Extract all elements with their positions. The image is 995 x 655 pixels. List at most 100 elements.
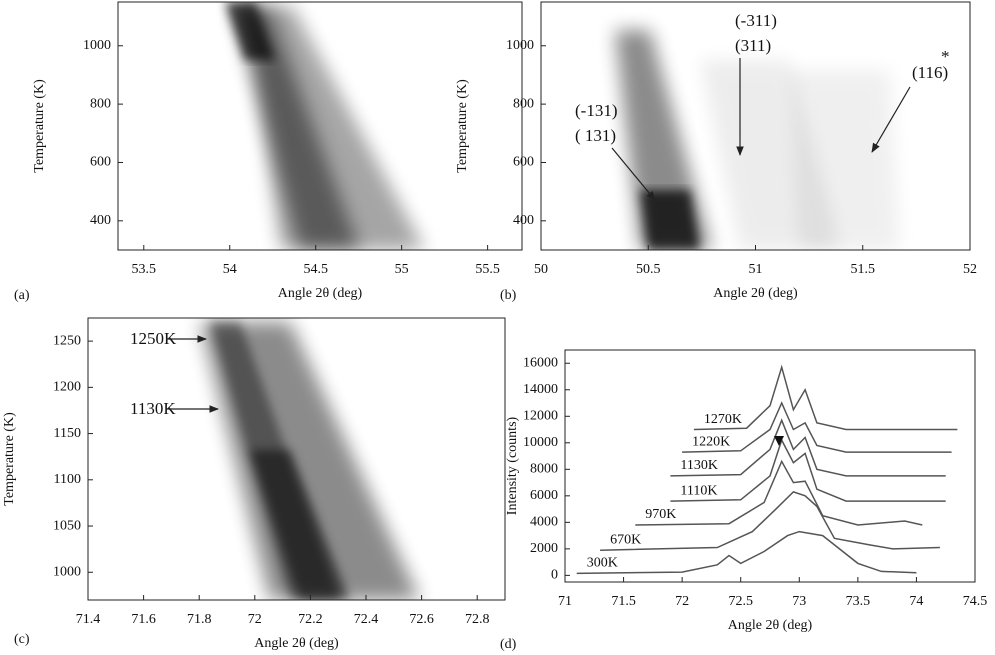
- y-tick-label: 600: [513, 155, 534, 170]
- x-tick-label: 52: [963, 262, 977, 277]
- heat-map: [615, 30, 900, 250]
- y-tick-label: 16000: [523, 355, 558, 370]
- y-tick-label: 0: [551, 568, 558, 583]
- intensity-band: [232, 6, 360, 250]
- x-tick-label: 51.5: [851, 262, 876, 277]
- x-tick-label: 73.5: [846, 594, 871, 609]
- x-tick-label: 71.4: [76, 612, 101, 627]
- x-axis-title: Angle 2θ (deg): [278, 286, 363, 301]
- y-tick-label: 1200: [53, 380, 81, 395]
- annotation: 1130K: [130, 399, 176, 418]
- heat-map: [225, 2, 425, 250]
- curve-label: 1270K: [704, 412, 742, 427]
- intensity-curve: [670, 418, 946, 477]
- panel-label: (b): [500, 288, 517, 303]
- y-tick-label: 800: [90, 96, 111, 111]
- x-tick-label: 54: [223, 262, 237, 277]
- panel: 71 71.5 72 72.5 73 73.5 74 74.5 0 2000 4000 6000 800…: [500, 349, 988, 652]
- curve-label: 1110K: [680, 483, 717, 498]
- y-tick-label: 4000: [530, 515, 558, 530]
- x-tick-label: 50: [534, 262, 548, 277]
- x-tick-label: 72: [248, 612, 262, 627]
- x-tick-label: 71.8: [187, 612, 212, 627]
- y-tick-label: 12000: [523, 409, 558, 424]
- x-tick-label: 74: [909, 594, 923, 609]
- x-tick-label: 71: [558, 594, 572, 609]
- annotation: *: [941, 47, 950, 66]
- y-axis-title: Temperature (K): [455, 79, 470, 173]
- annotation: (-311): [735, 11, 777, 30]
- x-tick-label: 72.2: [298, 612, 323, 627]
- x-tick-label: 71.5: [611, 594, 636, 609]
- annotation: ( 131): [575, 126, 616, 145]
- x-axis-title: Angle 2θ (deg): [254, 636, 339, 651]
- y-tick-label: 400: [90, 213, 111, 228]
- plot-frame: [564, 349, 976, 583]
- plot-frame: [117, 1, 523, 251]
- curve-label: 300K: [587, 556, 618, 571]
- y-tick-label: 1250: [53, 333, 81, 348]
- panel: 50 50.5 51 51.5 52 400 600 800 1000 Angle 2θ (deg…: [455, 1, 977, 303]
- marker-triangle: [774, 436, 784, 446]
- x-tick-label: 54.5: [303, 262, 328, 277]
- intensity-curve: [576, 530, 917, 575]
- curve-label: 1130K: [680, 458, 718, 473]
- panel-label: (c): [14, 632, 30, 647]
- y-axis-title: Intensity (counts): [505, 416, 520, 515]
- y-tick-label: 1000: [506, 38, 534, 53]
- x-tick-label: 74.5: [963, 594, 988, 609]
- y-tick-label: 14000: [523, 382, 558, 397]
- y-tick-label: 6000: [530, 488, 558, 503]
- curve-label: 1220K: [692, 434, 730, 449]
- intensity-curve: [670, 438, 946, 502]
- y-tick-label: 600: [90, 155, 111, 170]
- y-tick-label: 2000: [530, 541, 558, 556]
- annotation: 1250K: [130, 329, 177, 348]
- heat-map: [200, 322, 420, 600]
- y-tick-label: 400: [513, 213, 534, 228]
- panel: 53.5 54 54.5 55 55.5 400 600 800 1000 Angle 2θ (d…: [14, 1, 523, 303]
- x-tick-label: 72.6: [409, 612, 434, 627]
- x-tick-label: 72.8: [465, 612, 490, 627]
- x-tick-label: 72: [675, 594, 689, 609]
- arrow: [611, 147, 656, 201]
- intensity-band: [250, 450, 350, 600]
- x-tick-label: 72.5: [728, 594, 753, 609]
- y-tick-label: 10000: [523, 435, 558, 450]
- x-tick-label: 72.4: [354, 612, 379, 627]
- x-tick-label: 71.6: [131, 612, 156, 627]
- y-tick-label: 8000: [530, 462, 558, 477]
- y-tick-label: 1150: [54, 426, 81, 441]
- intensity-curve: [682, 401, 952, 453]
- intensity-band: [225, 2, 275, 60]
- x-axis-title: Angle 2θ (deg): [713, 286, 798, 301]
- plot-frame: [87, 317, 506, 601]
- curve-label: 970K: [645, 507, 676, 522]
- annotation: (311): [735, 36, 771, 55]
- x-tick-label: 73: [792, 594, 806, 609]
- annotation: (116): [912, 63, 948, 82]
- curve-label: 670K: [610, 532, 641, 547]
- intensity-curve: [600, 491, 940, 551]
- x-tick-label: 55.5: [475, 262, 500, 277]
- y-tick-label: 1000: [53, 564, 81, 579]
- panel-label: (a): [14, 288, 30, 303]
- y-axis-title: Temperature (K): [32, 79, 47, 173]
- arrow: [871, 86, 911, 153]
- intensity-band: [790, 70, 900, 250]
- x-tick-label: 51: [749, 262, 763, 277]
- intensity-band: [640, 190, 700, 250]
- x-axis-title: Angle 2θ (deg): [728, 618, 813, 633]
- y-tick-label: 800: [513, 96, 534, 111]
- annotation: (-131): [575, 101, 617, 120]
- x-tick-label: 50.5: [636, 262, 661, 277]
- y-tick-label: 1000: [83, 38, 111, 53]
- y-tick-label: 1100: [54, 472, 81, 487]
- panel: 71.4 71.6 71.8 72 72.2 72.4 72.6 72.8 1000 1050 11…: [2, 317, 506, 651]
- y-tick-label: 1050: [53, 518, 81, 533]
- intensity-curve: [693, 364, 958, 431]
- x-tick-label: 53.5: [132, 262, 157, 277]
- intensity-curve: [635, 459, 923, 526]
- y-axis-title: Temperature (K): [2, 412, 17, 506]
